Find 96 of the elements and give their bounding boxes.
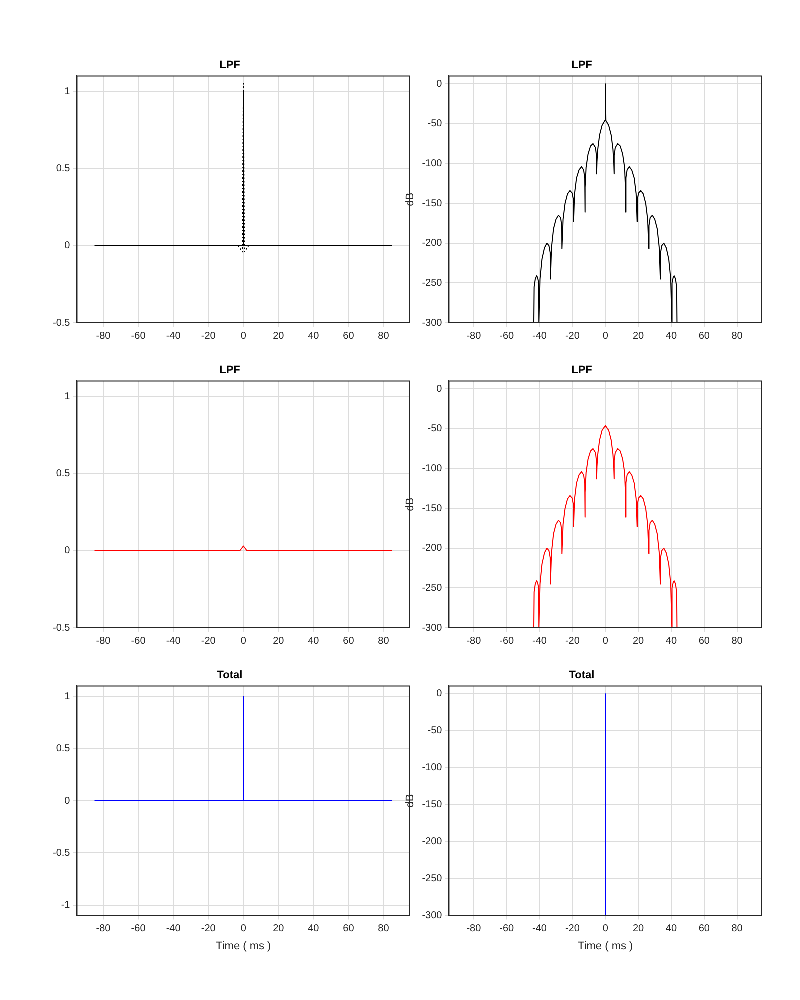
x-tick-label: -80 — [96, 330, 112, 342]
y-tick-label: 0 — [436, 78, 443, 90]
y-tick-label: 0 — [436, 384, 443, 395]
x-tick-label: 40 — [308, 924, 320, 935]
chart-title: LPF — [572, 364, 593, 377]
y-tick-label: 0.5 — [56, 164, 71, 174]
x-tick-label: 80 — [732, 924, 744, 935]
y-tick-label: -250 — [422, 582, 443, 594]
y-tick-label: 1 — [64, 691, 71, 702]
y-tick-label: -0.5 — [52, 622, 71, 634]
y-tick-label: 0 — [64, 240, 71, 252]
y-tick-label: -300 — [422, 318, 443, 329]
x-axis-title: Time ( ms ) — [216, 940, 272, 952]
y-tick-label: -100 — [422, 762, 443, 774]
y-tick-label: -300 — [422, 622, 443, 634]
x-tick-label: -40 — [532, 636, 548, 647]
y-tick-label: -50 — [428, 118, 443, 130]
y-tick-label: -1 — [61, 900, 71, 912]
x-tick-label: 20 — [632, 636, 645, 647]
x-tick-label: -20 — [565, 924, 580, 935]
x-tick-label: 40 — [666, 636, 678, 647]
chart-title: LPF — [572, 60, 593, 72]
y-tick-label: -0.5 — [52, 848, 71, 859]
y-tick-label: 1 — [64, 86, 71, 98]
x-tick-label: -40 — [166, 924, 182, 935]
x-tick-label: -20 — [201, 636, 216, 647]
y-tick-label: 1 — [64, 391, 71, 402]
chart-title: Total — [569, 670, 595, 682]
chart-title: Total — [217, 670, 243, 682]
x-tick-label: 0 — [602, 330, 609, 342]
x-tick-label: -20 — [565, 330, 580, 342]
x-tick-label: 40 — [308, 636, 320, 647]
x-tick-label: 80 — [732, 636, 744, 647]
x-tick-label: 80 — [378, 924, 390, 935]
y-tick-label: -250 — [422, 278, 443, 289]
x-tick-label: 20 — [273, 330, 285, 342]
y-tick-label: -200 — [422, 836, 443, 848]
y-tick-label: -100 — [422, 464, 443, 475]
y-tick-label: -200 — [422, 543, 443, 554]
x-tick-label: -40 — [532, 924, 548, 935]
x-tick-label: 40 — [308, 330, 320, 342]
x-tick-label: 60 — [343, 330, 355, 342]
x-tick-label: -80 — [466, 636, 482, 647]
x-tick-label: -80 — [466, 924, 482, 935]
x-tick-label: 60 — [698, 636, 710, 647]
y-tick-label: 0 — [64, 796, 71, 807]
x-tick-label: -80 — [96, 924, 112, 935]
y-tick-label: -50 — [428, 424, 443, 435]
y-tick-label: 0.5 — [56, 468, 71, 480]
x-axis-title: Time ( ms ) — [578, 940, 634, 952]
x-tick-label: 40 — [666, 924, 678, 935]
x-tick-label: 0 — [240, 636, 247, 647]
x-tick-label: -60 — [131, 924, 146, 935]
x-tick-label: 80 — [378, 636, 390, 647]
y-tick-label: -300 — [422, 910, 443, 922]
x-tick-label: 60 — [698, 330, 710, 342]
x-tick-label: -60 — [131, 330, 146, 342]
x-tick-label: -60 — [131, 636, 146, 647]
x-tick-label: -20 — [201, 924, 216, 935]
x-tick-label: 0 — [240, 924, 247, 935]
x-tick-label: 60 — [698, 924, 710, 935]
x-tick-label: -40 — [166, 330, 182, 342]
x-tick-label: 0 — [240, 330, 247, 342]
x-tick-label: 60 — [343, 636, 355, 647]
x-tick-label: -60 — [500, 924, 514, 935]
x-tick-label: 0 — [602, 924, 609, 935]
y-tick-label: -200 — [422, 238, 443, 250]
y-tick-label: -150 — [422, 198, 443, 210]
x-tick-label: 60 — [343, 924, 355, 935]
x-tick-label: 40 — [666, 330, 678, 342]
x-tick-label: -40 — [166, 636, 182, 647]
chart-title: LPF — [220, 60, 241, 72]
x-tick-label: -20 — [201, 330, 216, 342]
y-tick-label: -100 — [422, 158, 443, 170]
x-tick-label: 20 — [273, 924, 285, 935]
x-tick-label: 80 — [378, 330, 390, 342]
x-tick-label: 20 — [273, 636, 285, 647]
chart-title: LPF — [220, 364, 241, 377]
x-tick-label: 20 — [632, 924, 645, 935]
x-tick-label: 0 — [602, 636, 609, 647]
x-tick-label: -20 — [565, 636, 580, 647]
y-tick-label: -150 — [422, 799, 443, 810]
x-tick-label: -80 — [96, 636, 112, 647]
y-tick-label: -50 — [428, 725, 443, 736]
x-tick-label: -60 — [500, 636, 514, 647]
y-tick-label: -150 — [422, 503, 443, 514]
y-tick-label: -0.5 — [52, 318, 71, 329]
x-tick-label: -80 — [466, 330, 482, 342]
x-tick-label: -40 — [532, 330, 548, 342]
x-tick-label: 80 — [732, 330, 744, 342]
y-tick-label: 0.5 — [56, 744, 71, 755]
x-tick-label: 20 — [632, 330, 645, 342]
y-tick-label: 0 — [436, 688, 443, 700]
y-tick-label: 0 — [64, 546, 71, 557]
x-tick-label: -60 — [500, 330, 514, 342]
y-tick-label: -250 — [422, 874, 443, 885]
